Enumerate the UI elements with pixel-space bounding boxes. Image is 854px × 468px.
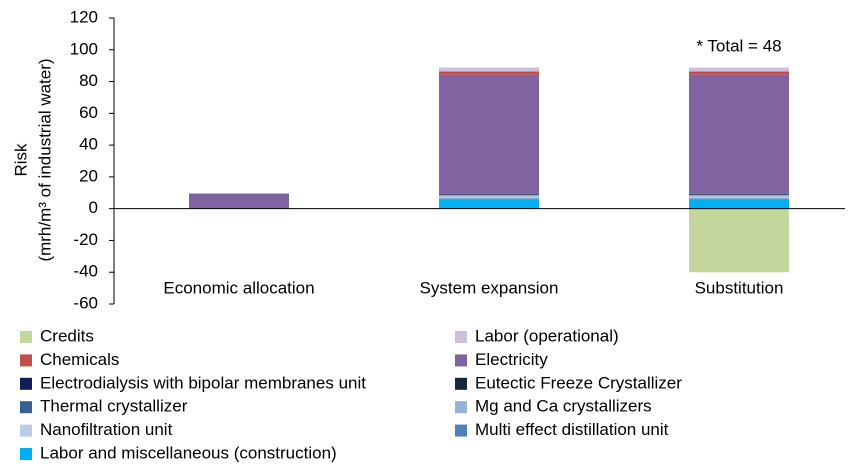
legend-swatch: [455, 424, 467, 437]
legend-swatch: [20, 354, 32, 367]
bar-segment: [439, 196, 539, 199]
x-tick-label: System expansion: [420, 278, 559, 297]
y-tick-label: 100: [70, 39, 98, 58]
x-tick-label: Substitution: [695, 278, 784, 297]
y-tick-label: 80: [79, 71, 98, 90]
x-tick-label: Economic allocation: [163, 278, 314, 297]
bar-segment: [689, 196, 789, 199]
legend-swatch: [455, 377, 467, 390]
bar-segment: [689, 71, 789, 75]
bar-segment: [689, 199, 789, 209]
y-tick-label: 40: [79, 135, 98, 154]
legend-label: Chemicals: [40, 350, 119, 369]
bar-segment: [189, 193, 289, 209]
legend-swatch: [455, 401, 467, 414]
legend-swatch: [20, 331, 32, 343]
legend-label: Labor (operational): [475, 326, 619, 345]
y-axis-label: (mrh/m³ of industrial water): [35, 58, 54, 261]
y-tick-label: 0: [89, 198, 98, 217]
legend-label: Labor and miscellaneous (construction): [40, 443, 337, 462]
legend-label: Electrodialysis with bipolar membranes u…: [40, 373, 366, 392]
y-tick-label: -60: [73, 293, 98, 312]
annotation: * Total = 48: [696, 36, 781, 55]
bar-segment: [439, 74, 539, 194]
bar-segment: [439, 198, 539, 200]
y-axis-label: Risk: [11, 143, 30, 177]
bar-segment: [439, 71, 539, 75]
legend-swatch: [20, 377, 32, 390]
legend-label: Mg and Ca crystallizers: [475, 397, 652, 416]
legend-swatch: [20, 448, 32, 460]
legend-swatch: [455, 354, 467, 367]
legend-swatch: [20, 424, 32, 437]
legend-label: Eutectic Freeze Crystallizer: [475, 373, 682, 392]
legend-label: Thermal crystallizer: [40, 397, 188, 416]
bar-segment: [689, 195, 789, 197]
legend-label: Multi effect distillation unit: [475, 420, 669, 439]
bar-segment: [689, 198, 789, 200]
y-tick-label: 120: [70, 7, 98, 26]
bar-segment: [689, 208, 789, 273]
legend-label: Electricity: [475, 350, 548, 369]
y-tick-label: -20: [73, 230, 98, 249]
bar-segment: [439, 195, 539, 197]
bar-segment: [689, 67, 789, 72]
legend-swatch: [20, 401, 32, 414]
bar-segment: [439, 199, 539, 209]
y-tick-label: 60: [79, 103, 98, 122]
legend-swatch: [455, 331, 467, 343]
y-tick-label: -40: [73, 262, 98, 281]
legend-label: Credits: [40, 326, 94, 345]
bar-segment: [439, 67, 539, 72]
bar-segment: [689, 74, 789, 194]
legend-label: Nanofiltration unit: [40, 420, 173, 439]
y-tick-label: 20: [79, 166, 98, 185]
